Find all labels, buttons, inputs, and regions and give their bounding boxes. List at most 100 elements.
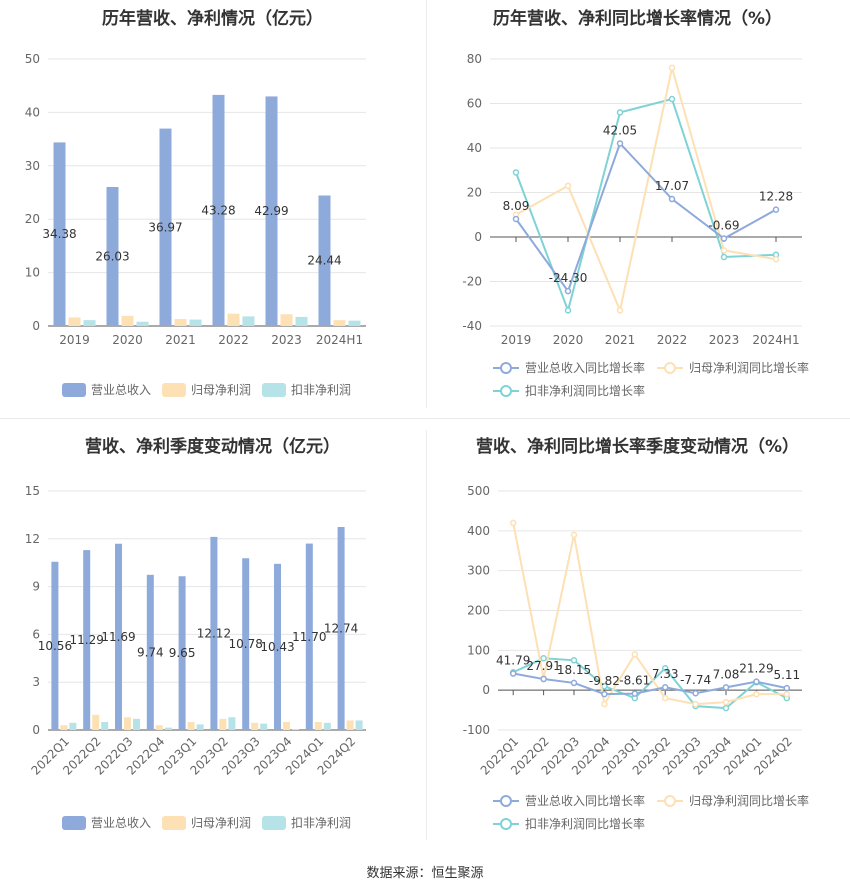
bar [212, 94, 225, 326]
y-tick-label: -100 [463, 723, 490, 737]
bar [210, 536, 218, 730]
data-label: 43.28 [201, 203, 235, 217]
chart-svg: -10001002003004005002022Q12022Q22022Q320… [463, 484, 809, 831]
bar [83, 550, 91, 730]
chart-title: 营收、净利同比增长率季度变动情况（%） [475, 437, 800, 457]
data-label: 36.97 [148, 220, 182, 234]
data-point [722, 684, 730, 691]
legend-marker [500, 795, 512, 807]
bar [146, 574, 154, 730]
x-tick-label: 2021 [605, 333, 636, 347]
x-tick-label: 2023 [271, 333, 302, 347]
data-point [564, 307, 572, 314]
x-tick-label: 2022 [218, 333, 249, 347]
data-label: -9.82 [589, 674, 620, 688]
bar [323, 722, 331, 730]
y-tick-label: 0 [482, 683, 490, 697]
annual-revenue-profit-chart: 历年营收、净利情况（亿元） 0 10 20 30 40 50 2019 2020 2021 202… [0, 0, 425, 410]
data-label: 9.65 [169, 646, 196, 660]
data-point [720, 253, 728, 261]
bar [106, 186, 119, 326]
legend-swatch [162, 383, 186, 397]
bar [101, 722, 109, 730]
vertical-divider-bottom [426, 430, 427, 840]
data-point [616, 140, 624, 147]
data-label: 24.44 [307, 254, 341, 268]
legend-label: 营业总收入同比增长率 [525, 360, 645, 375]
data-label: 26.03 [95, 249, 129, 263]
bar [242, 316, 255, 326]
legend-swatch [62, 383, 86, 397]
data-point [753, 678, 760, 685]
data-point [631, 651, 639, 658]
chart-title: 历年营收、净利情况（亿元） [102, 9, 323, 29]
data-point [540, 655, 547, 662]
series-line [513, 672, 788, 696]
chart-title: 历年营收、净利同比增长率情况（%） [492, 9, 783, 29]
legend-label: 归母净利润同比增长率 [689, 360, 809, 375]
legend-label: 营业总收入 [91, 383, 151, 397]
data-label: 8.09 [503, 199, 530, 213]
legend-label: 扣非净利润同比增长率 [525, 383, 645, 398]
horizontal-divider [0, 418, 850, 419]
chart-title: 营收、净利季度变动情况（亿元） [85, 437, 340, 457]
bar [136, 321, 149, 326]
bar [159, 128, 172, 326]
bar [187, 722, 195, 730]
data-label: 7.33 [652, 667, 679, 681]
y-tick-label: 30 [25, 159, 40, 173]
legend-label: 扣非净利润 [291, 816, 351, 830]
series-line [515, 97, 777, 314]
legend-label: 归母净利润 [191, 383, 251, 397]
bar [333, 320, 346, 326]
data-point [783, 684, 791, 692]
data-label: 5.11 [773, 668, 800, 682]
data-label: 11.69 [101, 630, 135, 644]
y-tick-label: 0 [32, 723, 40, 737]
x-tick-label: 2024H1 [316, 333, 363, 347]
bar [280, 314, 293, 326]
series-line [512, 657, 788, 710]
x-tick-label: 2019 [501, 333, 532, 347]
data-point [720, 247, 728, 254]
legend-label: 归母净利润同比增长率 [689, 793, 809, 808]
legend-marker [500, 385, 512, 397]
data-point [564, 182, 572, 190]
data-point [720, 235, 728, 242]
data-label: 12.12 [197, 626, 231, 640]
chart-svg: 0 10 20 30 40 50 2019 2020 2021 2022 2023 2024H1 34.… [25, 52, 366, 397]
bar [283, 722, 290, 730]
data-point [692, 689, 699, 697]
bar [115, 543, 122, 730]
data-point [616, 109, 624, 116]
data-point [783, 690, 791, 698]
bar [305, 543, 313, 730]
data-label: 11.70 [292, 630, 326, 644]
data-label: 12.74 [324, 622, 358, 636]
legend-marker [500, 362, 512, 374]
chart-svg: 036912152022Q12022Q22022Q32022Q42023Q120… [25, 484, 366, 830]
bar [318, 195, 331, 326]
y-tick-label: 0 [32, 319, 40, 333]
data-point [509, 519, 517, 527]
bar [265, 96, 278, 326]
data-label: 10.78 [229, 637, 263, 651]
data-point [512, 215, 520, 223]
data-label: 17.07 [655, 179, 689, 193]
data-label: 10.43 [260, 640, 294, 654]
bar [133, 718, 140, 730]
data-point [661, 683, 669, 691]
bar [196, 724, 204, 730]
data-label: 21.29 [739, 662, 773, 676]
y-tick-label: -40 [462, 319, 482, 333]
y-tick-label: 20 [467, 186, 482, 200]
data-point [512, 169, 520, 176]
x-tick-label: 2020 [112, 333, 143, 347]
chart-svg: -40 -20 0 20 40 60 80 2019 2020 2021 2022 2023 2024H… [462, 52, 809, 398]
legend-swatch [62, 816, 86, 830]
y-tick-label: 20 [25, 212, 40, 226]
legend-marker [664, 362, 676, 374]
bar [227, 313, 240, 326]
vertical-divider-top [426, 0, 427, 408]
legend-marker [664, 795, 676, 807]
